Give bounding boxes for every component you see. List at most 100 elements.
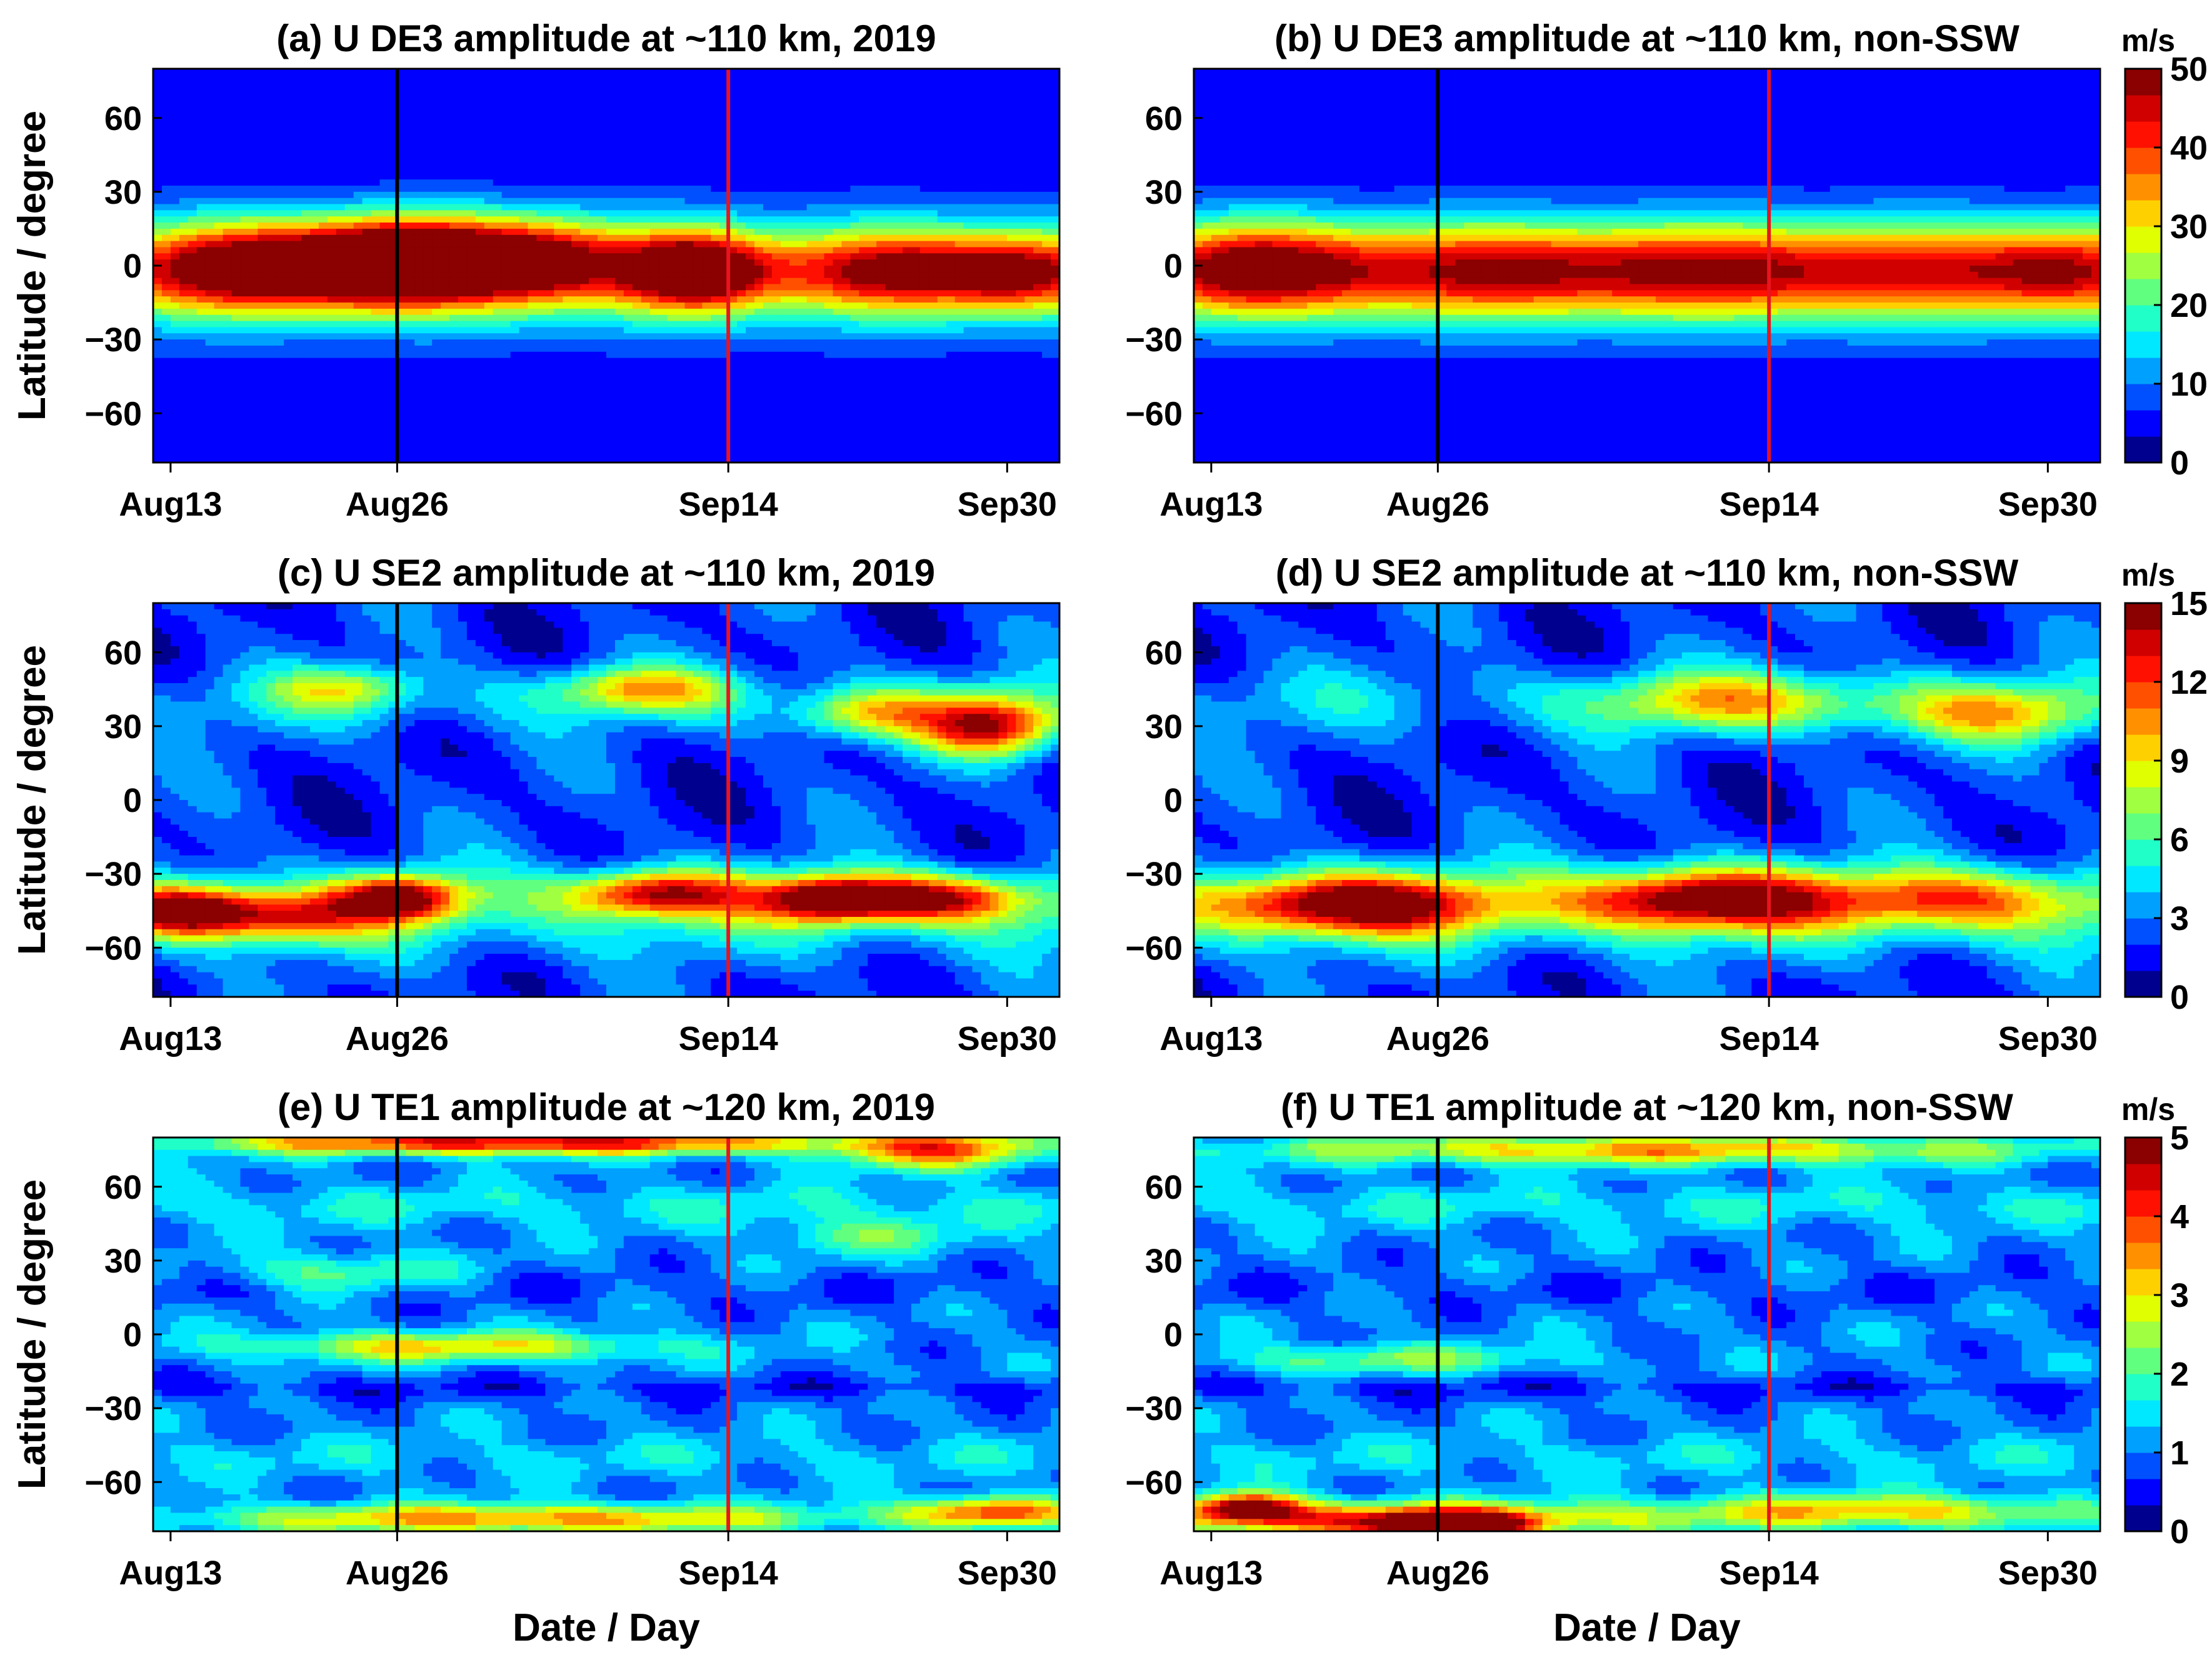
heatmap-cell — [153, 364, 163, 371]
heatmap-cell — [179, 438, 189, 444]
heatmap-cell — [171, 339, 180, 346]
heatmap-cell — [197, 142, 206, 149]
heatmap-cell — [162, 315, 171, 321]
heatmap-cell — [197, 389, 206, 395]
heatmap-cell — [214, 222, 224, 229]
heatmap-cell — [162, 204, 171, 211]
heatmap-cell — [231, 370, 241, 376]
heatmap-cell — [188, 155, 198, 161]
heatmap-cell — [153, 124, 163, 131]
heatmap-cell — [188, 321, 198, 328]
heatmap-cell — [179, 327, 189, 333]
heatmap-cell — [266, 173, 276, 179]
heatmap-cell — [197, 321, 206, 328]
heatmap-cell — [258, 438, 267, 444]
heatmap-cell — [171, 136, 180, 142]
heatmap-cell — [188, 247, 198, 253]
heatmap-cell — [258, 229, 267, 235]
heatmap-cell — [258, 450, 267, 456]
heatmap-cell — [223, 327, 233, 333]
heatmap-cell — [258, 346, 267, 352]
heatmap-cell — [214, 106, 224, 112]
heatmap-cell — [231, 229, 241, 235]
heatmap-cell — [162, 198, 171, 204]
heatmap-cell — [153, 192, 163, 198]
heatmap-cell — [153, 229, 163, 235]
heatmap-cell — [162, 93, 171, 99]
heatmap-cell — [206, 216, 215, 222]
heatmap-cell — [231, 75, 241, 81]
heatmap-cell — [231, 173, 241, 179]
heatmap-cell — [188, 290, 198, 296]
heatmap-cell — [206, 222, 215, 229]
heatmap-cell — [258, 426, 267, 432]
heatmap-cell — [249, 272, 258, 278]
heatmap-cell — [223, 438, 233, 444]
heatmap-cell — [249, 112, 258, 118]
heatmap-cell — [223, 253, 233, 259]
heatmap-cell — [231, 413, 241, 419]
heatmap-cell — [197, 69, 206, 75]
heatmap-cell — [197, 376, 206, 382]
heatmap-cell — [188, 450, 198, 456]
heatmap-cell — [153, 444, 163, 450]
heatmap-cell — [179, 222, 189, 229]
heatmap-cell — [258, 124, 267, 131]
heatmap-cell — [258, 247, 267, 253]
heatmap-cell — [153, 339, 163, 346]
heatmap-cell — [179, 88, 189, 94]
heatmap-cell — [179, 124, 189, 131]
heatmap-cell — [231, 88, 241, 94]
heatmap-cell — [153, 321, 163, 328]
heatmap-cell — [188, 419, 198, 426]
heatmap-cell — [231, 192, 241, 198]
heatmap-cell — [223, 222, 233, 229]
heatmap-cell — [240, 142, 249, 149]
heatmap-cell — [171, 395, 180, 401]
heatmap-cell — [197, 204, 206, 211]
heatmap-cell — [153, 99, 163, 106]
heatmap-cell — [153, 179, 163, 186]
heatmap-cell — [188, 235, 198, 241]
heatmap-cell — [171, 358, 180, 364]
heatmap-cell — [188, 444, 198, 450]
heatmap-cell — [162, 161, 171, 168]
heatmap-cell — [258, 88, 267, 94]
heatmap-cell — [162, 130, 171, 136]
heatmap-cell — [171, 241, 180, 248]
heatmap-cell — [231, 112, 241, 118]
heatmap-cell — [266, 136, 276, 142]
heatmap-cell — [171, 106, 180, 112]
heatmap-cell — [231, 81, 241, 88]
heatmap-cell — [214, 75, 224, 81]
heatmap-cell — [162, 168, 171, 174]
heatmap-cell — [179, 259, 189, 266]
heatmap-cell — [206, 290, 215, 296]
heatmap-cell — [197, 444, 206, 450]
heatmap-cell — [206, 376, 215, 382]
heatmap-cell — [249, 290, 258, 296]
heatmap-cell — [214, 389, 224, 395]
heatmap-cell — [197, 278, 206, 284]
heatmap-cell — [249, 179, 258, 186]
heatmap-cell — [153, 173, 163, 179]
heatmap-cell — [153, 161, 163, 168]
heatmap-cell — [240, 106, 249, 112]
heatmap-cell — [171, 247, 180, 253]
heatmap-cell — [188, 168, 198, 174]
heatmap-cell — [153, 438, 163, 444]
heatmap-cell — [231, 438, 241, 444]
heatmap-cell — [240, 136, 249, 142]
heatmap-cell — [240, 75, 249, 81]
heatmap-cell — [188, 309, 198, 315]
heatmap-cell — [171, 352, 180, 358]
heatmap-cell — [188, 142, 198, 149]
heatmap-cell — [206, 173, 215, 179]
heatmap-cell — [162, 81, 171, 88]
heatmap-cell — [249, 192, 258, 198]
heatmap-cell — [179, 130, 189, 136]
heatmap-cell — [188, 99, 198, 106]
heatmap-cell — [206, 315, 215, 321]
heatmap-cell — [214, 290, 224, 296]
heatmap-cell — [240, 432, 249, 438]
